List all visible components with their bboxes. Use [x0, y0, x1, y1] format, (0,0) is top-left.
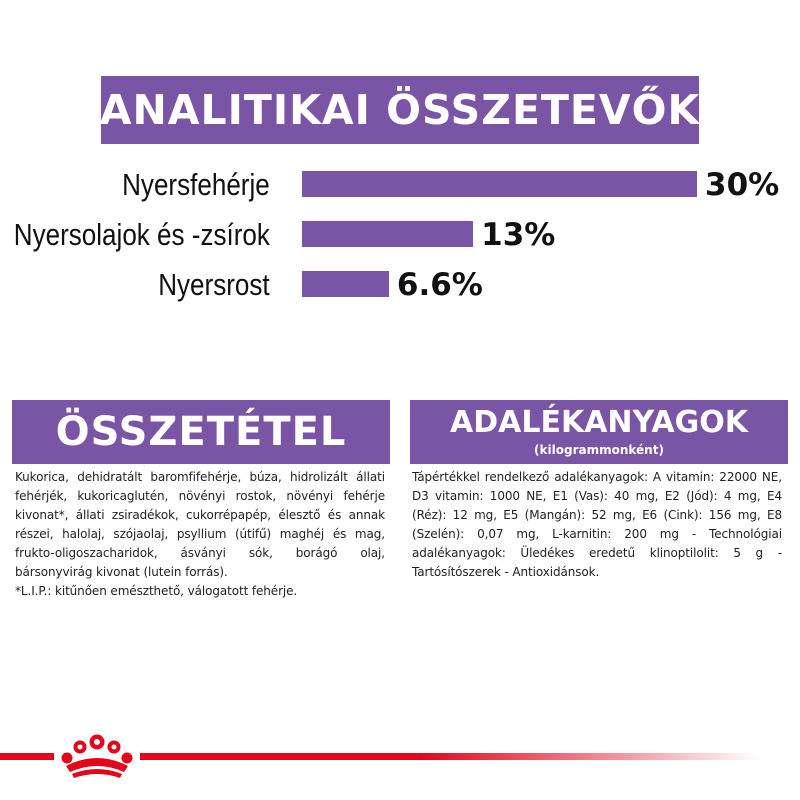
analytics-label: Nyersolajok és -zsírok — [13, 217, 270, 252]
composition-body: Kukorica, dehidratált baromfifehérje, bú… — [12, 468, 385, 601]
composition-panel: ÖSSZETÉTEL Kukorica, dehidratált baromfi… — [12, 400, 390, 601]
analytics-label: Nyersrost — [158, 267, 270, 302]
analytics-row-fat: Nyersolajok és -zsírok 13% — [0, 210, 800, 260]
analytics-bar — [302, 221, 474, 247]
analytics-value: 6.6% — [396, 267, 483, 303]
royal-canin-crown-icon — [54, 728, 140, 784]
composition-text: Kukorica, dehidratált baromfifehérje, bú… — [15, 470, 385, 579]
footer-red-line — [0, 753, 760, 760]
analytics-row-protein: Nyersfehérje 30% — [0, 160, 800, 210]
additives-title: ADALÉKANYAGOK — [450, 405, 748, 440]
analytics-bar — [302, 171, 697, 197]
additives-header: ADALÉKANYAGOK (kilogrammonként) — [410, 400, 788, 464]
analytics-value: 30% — [705, 167, 780, 203]
composition-title: ÖSSZETÉTEL — [55, 409, 347, 455]
analytics-banner: ANALITIKAI ÖSSZETEVŐK — [99, 76, 701, 144]
additives-subtitle: (kilogrammonként) — [534, 443, 664, 457]
additives-body: Tápértékkel rendelkező adalékanyagok: A … — [410, 468, 782, 582]
analytics-value: 13% — [481, 217, 556, 253]
analytics-title: ANALITIKAI ÖSSZETEVŐK — [99, 86, 701, 134]
analytics-row-fibre: Nyersrost 6.6% — [0, 260, 800, 310]
composition-footnote: *L.I.P.: kitűnően emészthető, válogatott… — [15, 584, 298, 598]
additives-panel: ADALÉKANYAGOK (kilogrammonként) Tápérték… — [410, 400, 788, 582]
composition-header: ÖSSZETÉTEL — [12, 400, 390, 464]
additives-text: Tápértékkel rendelkező adalékanyagok: A … — [412, 470, 782, 579]
analytics-bar — [302, 271, 389, 297]
analytics-label: Nyersfehérje — [122, 167, 270, 202]
